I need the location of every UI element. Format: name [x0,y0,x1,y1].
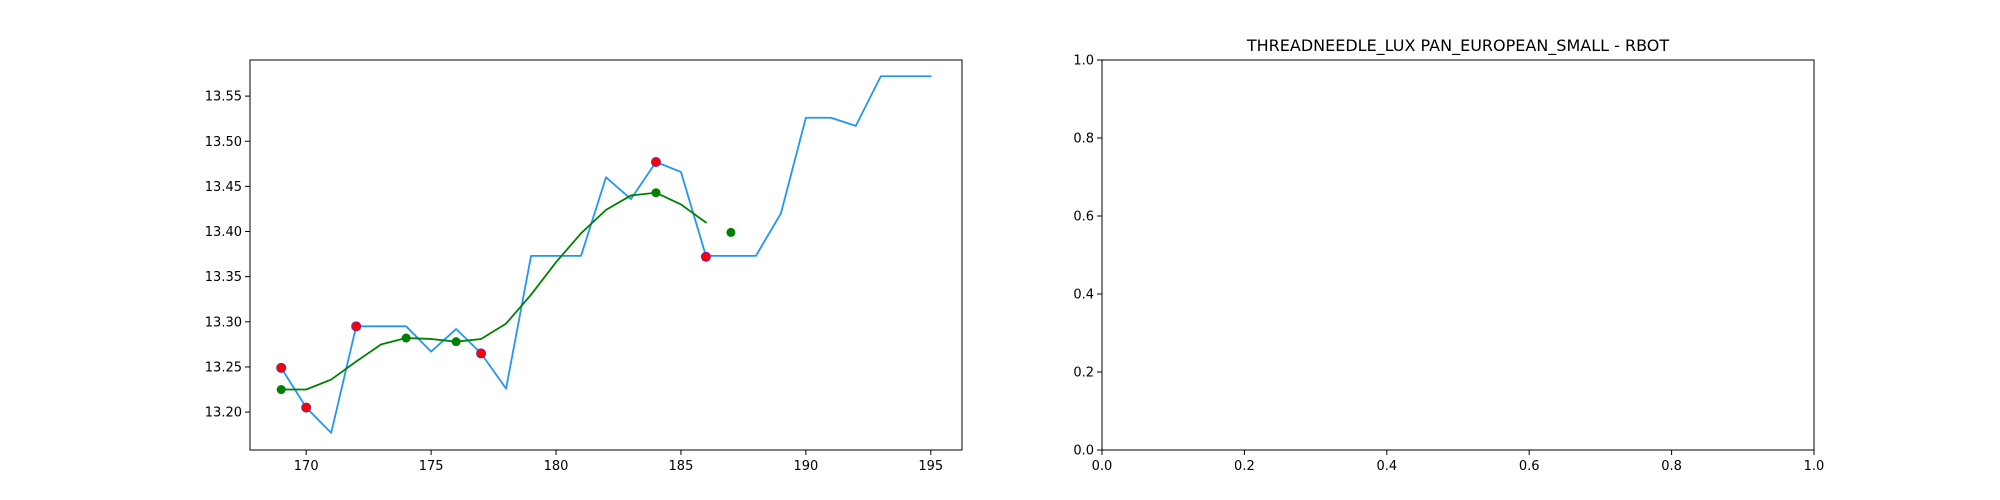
x-tick-label: 0.8 [1661,459,1682,474]
red-marker-point [351,321,362,332]
y-tick-label: 13.40 [205,225,242,240]
x-tick-label: 175 [419,459,444,474]
price-line [280,75,932,434]
y-tick-label: 13.20 [205,406,242,421]
green-marker-point [651,188,661,198]
y-tick-label: 0.6 [1073,210,1094,225]
x-tick-label: 180 [544,459,569,474]
x-tick-label: 170 [294,459,319,474]
green-marker-point [726,227,736,237]
right-y-axis: 0.0 0.2 0.4 0.6 0.8 1.0 [1073,54,1102,459]
x-tick-label: 0.2 [1234,459,1255,474]
right-x-axis: 0.0 0.2 0.4 0.6 0.8 1.0 [1092,450,1825,474]
red-marker-point [650,157,661,168]
y-tick-label: 13.50 [205,135,242,150]
y-tick-label: 13.25 [205,360,242,375]
y-tick-label: 0.4 [1073,288,1094,303]
right-axes-frame [1101,59,1815,451]
x-tick-label: 195 [918,459,943,474]
y-tick-label: 13.30 [205,315,242,330]
right-chart-title: THREADNEEDLE_LUX PAN_EUROPEAN_SMALL - RB… [1246,36,1670,56]
left-y-axis: 13.20 13.25 13.30 13.35 13.40 13.45 13.50 13.55 [205,90,250,421]
y-tick-label: 0.8 [1073,132,1094,147]
green-marker-point [401,333,411,343]
x-tick-label: 0.0 [1092,459,1113,474]
x-tick-label: 185 [669,459,694,474]
green-marker-point [276,385,286,395]
red-marker-point [700,251,711,262]
y-tick-label: 0.2 [1073,366,1094,381]
red-marker-point [276,362,287,373]
y-tick-label: 13.45 [205,180,242,195]
left-plot-layer [276,75,932,434]
y-tick-label: 13.55 [205,90,242,105]
smoothed-line [280,191,707,391]
x-tick-label: 1.0 [1804,459,1825,474]
green-marker-point [451,337,461,347]
x-tick-label: 190 [793,459,818,474]
y-tick-label: 13.35 [205,270,242,285]
red-marker-point [301,402,312,413]
left-axes-frame [249,59,963,451]
y-tick-label: 0.0 [1073,444,1094,459]
y-tick-label: 1.0 [1073,54,1094,69]
x-tick-label: 0.4 [1376,459,1397,474]
left-x-axis: 170 175 180 185 190 195 [294,450,943,474]
left-price-chart: 170 175 180 185 190 195 13.2013.2513.3013.351… [205,59,963,474]
red-marker-point [476,348,487,359]
x-tick-label: 0.6 [1519,459,1540,474]
right-empty-chart: THREADNEEDLE_LUX PAN_EUROPEAN_SMALL - RB… [1073,36,1824,474]
